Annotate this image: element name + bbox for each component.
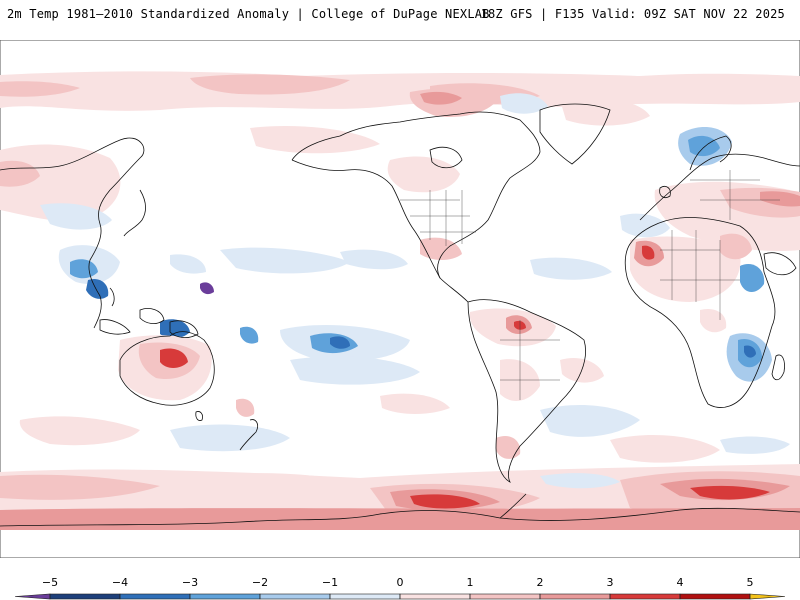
atlantic-anomaly: [530, 257, 790, 463]
colorbar-bin: [539, 593, 611, 600]
colorbar-bin: [329, 593, 401, 600]
north-america-anomaly: [387, 88, 650, 260]
colorbar-tick-label: −3: [182, 576, 198, 589]
colorbar-bin: [749, 593, 786, 600]
south-america-anomaly: [469, 308, 604, 459]
colorbar-tick-label: 2: [537, 576, 544, 589]
colorbar-bin: [189, 593, 261, 600]
map-title: 2m Temp 1981–2010 Standardized Anomaly |…: [7, 7, 490, 21]
antarctic-anomaly-band: [0, 464, 800, 530]
header-bar: 2m Temp 1981–2010 Standardized Anomaly |…: [0, 0, 800, 30]
colorbar-tick-label: 5: [747, 576, 754, 589]
coastlines: [0, 103, 800, 527]
colorbar-bin: [399, 593, 471, 600]
colorbar-bin: [679, 593, 751, 600]
colorbar-tick-label: −5: [42, 576, 58, 589]
australia-anomaly: [19, 335, 255, 446]
eurasia-anomaly: [0, 127, 800, 252]
colorbar-tick-label: −4: [112, 576, 128, 589]
africa-anomaly: [630, 233, 772, 382]
colorbar-bin: [259, 593, 331, 600]
colorbar-bin: [119, 593, 191, 600]
anomaly-map: [0, 40, 800, 558]
colorbar-tick-label: 4: [677, 576, 684, 589]
colorbar: −5 −4 −3 −2 −1 0 1 2 3 4 5: [14, 576, 786, 600]
valid-time-label: 18Z GFS | F135 Valid: 09Z SAT NOV 22 202…: [480, 7, 785, 21]
colorbar-tick-label: 3: [607, 576, 614, 589]
country-borders: [400, 170, 780, 400]
colorbar-bin: [14, 593, 51, 600]
colorbar-bin: [609, 593, 681, 600]
colorbar-tick-label: 0: [397, 576, 404, 589]
colorbar-tick-label: −1: [322, 576, 338, 589]
colorbar-tick-label: 1: [467, 576, 474, 589]
colorbar-bin: [469, 593, 541, 600]
colorbar-tick-label: −2: [252, 576, 268, 589]
colorbar-bin: [49, 593, 121, 600]
